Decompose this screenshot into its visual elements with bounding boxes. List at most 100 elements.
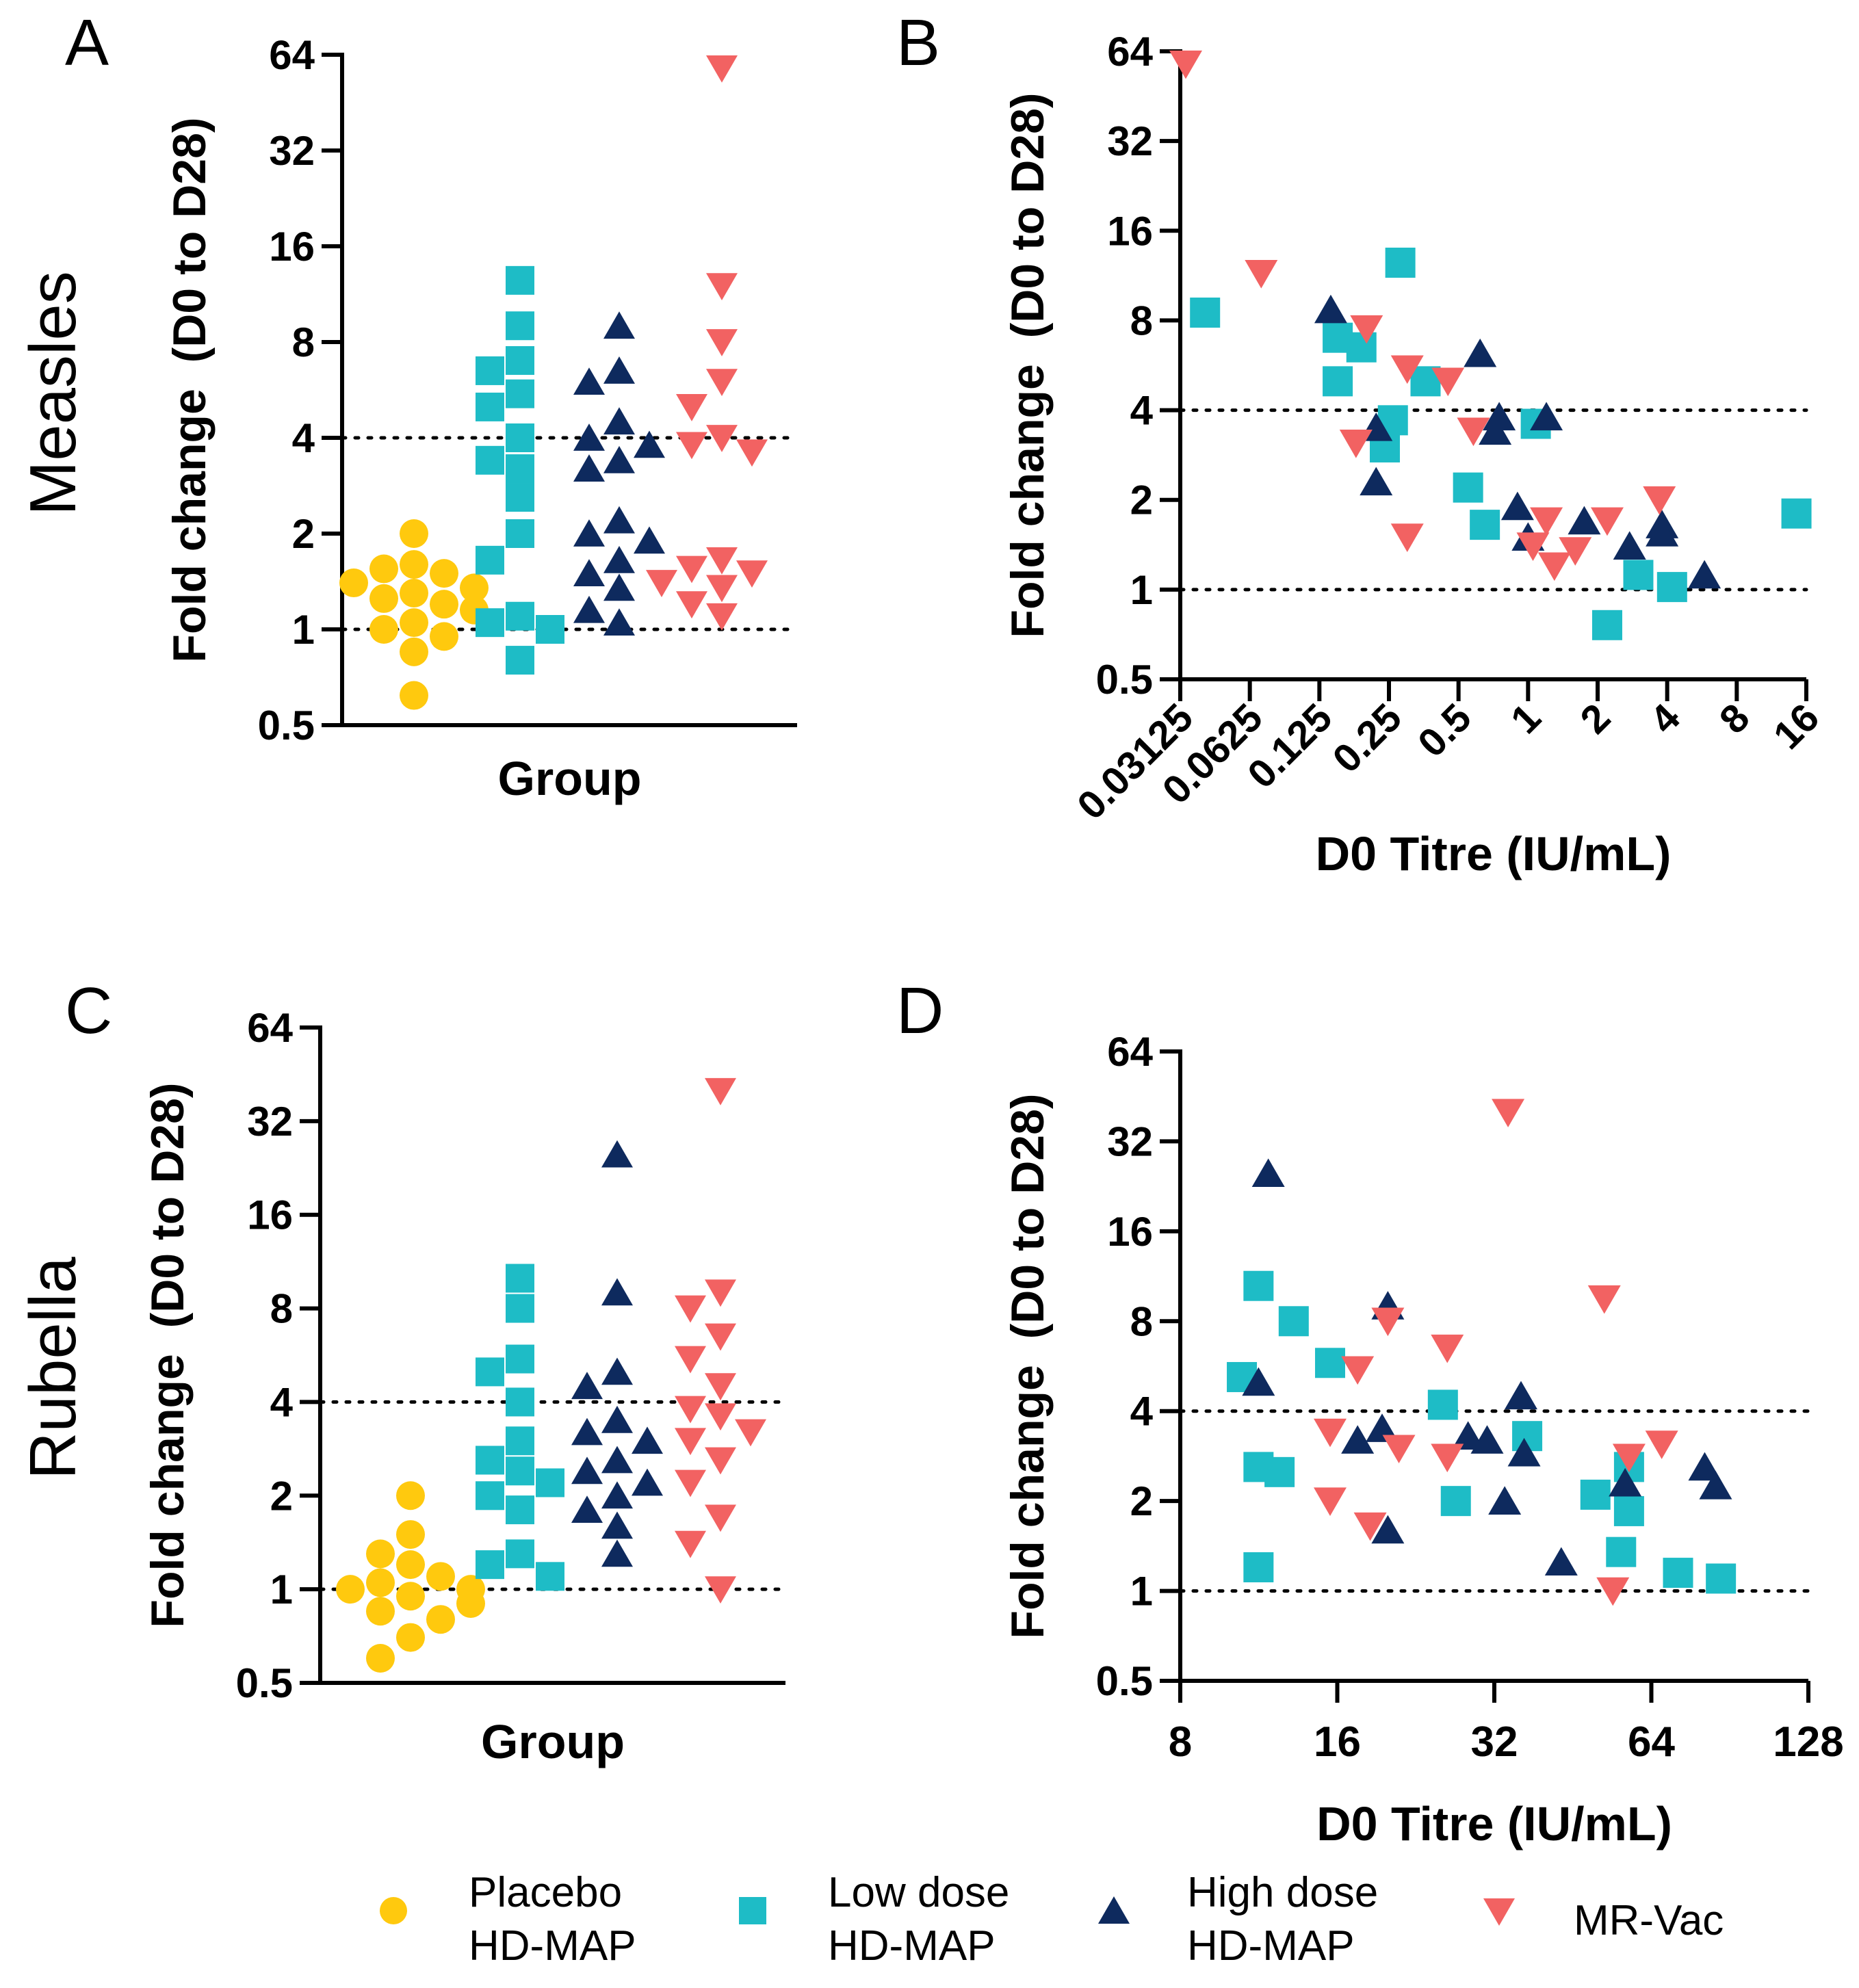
data-point-high	[1483, 402, 1516, 431]
y-tick-label: 32	[269, 128, 315, 174]
x-tick-label: 32	[1471, 1718, 1518, 1766]
y-tick-label: 8	[292, 319, 315, 365]
data-point-placebo	[396, 1582, 425, 1611]
legend-label-low-dose-line1: Low dose	[828, 1869, 1009, 1916]
data-point-mrvac	[1645, 1430, 1678, 1459]
data-point-low	[506, 483, 534, 512]
data-point-placebo	[366, 1568, 395, 1597]
y-tick-label: 64	[247, 1005, 293, 1051]
data-point-mrvac	[1587, 1285, 1621, 1314]
data-point-placebo	[400, 637, 428, 666]
y-tick-label: 16	[269, 224, 315, 270]
data-point-mrvac	[1590, 507, 1624, 536]
data-point-mrvac	[676, 394, 707, 421]
data-point-placebo	[369, 584, 398, 613]
data-point-high	[1530, 402, 1563, 431]
y-tick-label: 1	[1130, 1569, 1153, 1614]
y-tick-label: 4	[270, 1379, 294, 1425]
data-point-low	[476, 1481, 504, 1510]
legend-label-placebo-line1: Placebo	[469, 1869, 622, 1916]
y-tick-label: 32	[247, 1099, 293, 1145]
data-point-mrvac	[675, 1346, 706, 1374]
y-tick-label: 4	[292, 415, 315, 461]
data-point-placebo	[430, 559, 458, 588]
data-point-low	[1591, 610, 1622, 640]
data-point-placebo	[369, 615, 398, 644]
data-point-placebo	[430, 622, 458, 651]
data-point-low	[1243, 1552, 1274, 1583]
data-point-high	[603, 608, 635, 636]
y-tick-label: 8	[1130, 1298, 1153, 1344]
y-tick-label: 0.5	[236, 1660, 293, 1706]
data-point-mrvac	[706, 369, 738, 397]
data-point-high	[1500, 491, 1534, 521]
data-point-low	[506, 646, 534, 675]
data-point-mrvac	[706, 603, 738, 631]
data-point-high	[634, 430, 665, 458]
data-point-low	[1606, 1536, 1637, 1567]
data-point-high	[603, 545, 635, 573]
data-point-low	[506, 454, 534, 484]
data-point-placebo	[366, 1539, 395, 1569]
row-label-rubella: Rubella	[16, 1257, 90, 1480]
data-point-mrvac	[1313, 1418, 1347, 1448]
data-point-high	[632, 1426, 663, 1454]
legend-label-low-dose-line2: HD-MAP	[828, 1922, 996, 1970]
data-point-mrvac	[1596, 1577, 1630, 1606]
panel-letter-c: C	[65, 974, 112, 1047]
data-point-mrvac	[1431, 1443, 1464, 1473]
data-point-high	[573, 559, 605, 587]
data-point-high	[1451, 1421, 1485, 1450]
data-point-high	[1365, 1413, 1399, 1442]
data-point-high	[1507, 1437, 1541, 1467]
data-point-mrvac	[675, 1428, 706, 1456]
y-axis-title: Fold change (D0 to D28)	[164, 117, 216, 662]
data-point-high	[601, 1140, 633, 1168]
data-point-mrvac	[1390, 355, 1424, 384]
x-axis-title: D0 Titre (IU/mL)	[1316, 827, 1672, 880]
x-tick-label: 8	[1169, 1718, 1192, 1766]
data-point-mrvac	[705, 1576, 736, 1604]
legend: Placebo HD-MAP Low dose HD-MAP High dose…	[380, 1869, 1724, 1970]
data-point-low	[476, 1550, 504, 1580]
data-point-placebo	[400, 579, 428, 608]
data-point-placebo	[369, 554, 398, 584]
y-tick-label: 64	[269, 32, 315, 78]
data-point-low	[536, 1468, 564, 1497]
data-point-high	[601, 1511, 633, 1539]
panel-letter-b: B	[896, 6, 940, 79]
data-point-low	[506, 311, 534, 341]
data-point-low	[536, 615, 564, 644]
x-tick-label: 8	[1711, 695, 1758, 742]
y-axis-title: Fold change (D0 to D28)	[1002, 92, 1054, 638]
data-point-low	[506, 601, 534, 631]
x-tick-label: 0.25	[1324, 695, 1410, 781]
data-point-mrvac	[1431, 1334, 1464, 1363]
y-tick-label: 32	[1107, 1119, 1153, 1164]
data-point-low	[476, 356, 504, 385]
data-point-placebo	[396, 1623, 425, 1652]
data-point-mrvac	[1339, 429, 1373, 458]
data-point-mrvac	[675, 1469, 706, 1497]
data-point-mrvac	[1559, 537, 1592, 566]
data-point-high	[603, 407, 635, 435]
legend-marker-placebo	[380, 1897, 407, 1924]
data-point-high	[1609, 1467, 1642, 1497]
panel-letter-d: D	[896, 974, 944, 1047]
data-point-low	[506, 1344, 534, 1374]
data-point-mrvac	[1457, 417, 1490, 447]
y-tick-label: 0.5	[1096, 1658, 1153, 1704]
x-tick-label: 4	[1641, 695, 1689, 742]
data-point-low	[506, 519, 534, 548]
data-point-low	[506, 1294, 534, 1323]
data-point-high	[573, 423, 605, 451]
data-point-low	[1190, 297, 1221, 328]
y-tick-label: 1	[270, 1567, 293, 1612]
data-point-mrvac	[705, 1447, 736, 1475]
data-point-mrvac	[646, 570, 677, 597]
legend-label-placebo-line2: HD-MAP	[469, 1922, 636, 1970]
y-tick-label: 8	[270, 1286, 293, 1332]
data-point-mrvac	[1350, 315, 1383, 344]
data-point-low	[506, 265, 534, 295]
